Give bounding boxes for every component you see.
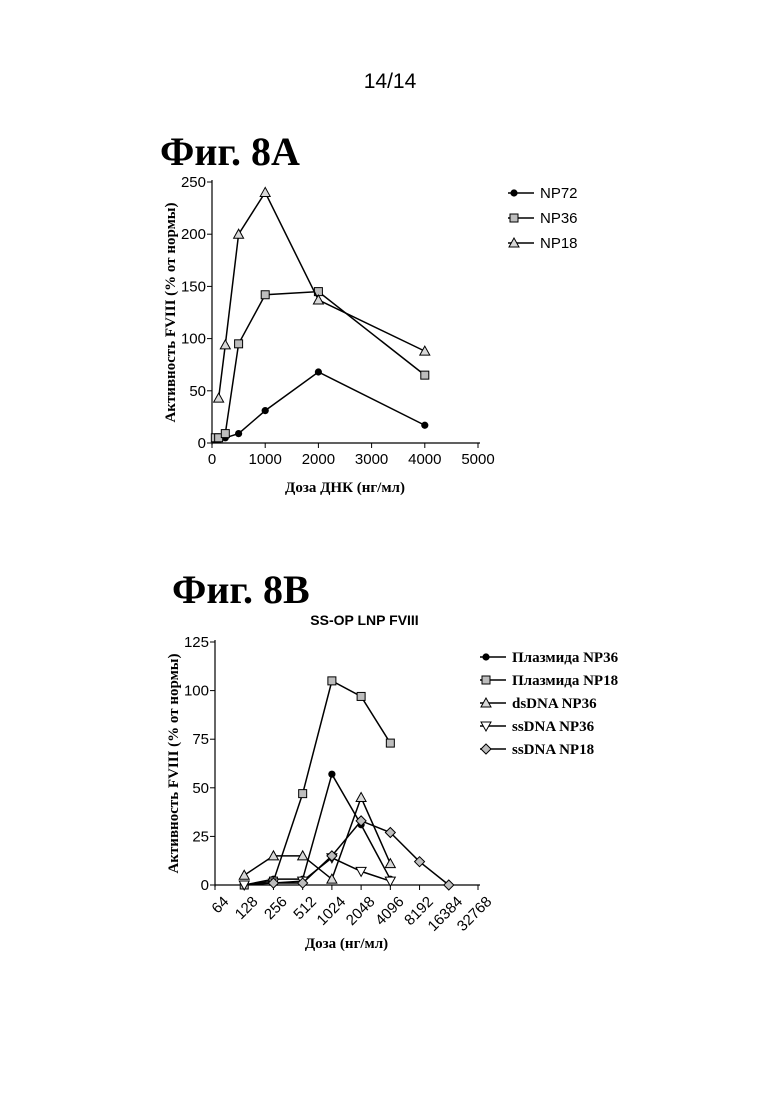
y-tick-label: 0 — [201, 877, 209, 894]
legend-label: Плазмида NP18 — [512, 673, 618, 689]
data-point-3 — [214, 393, 224, 402]
x-tick-label: 2000 — [302, 451, 335, 468]
data-point-2 — [386, 739, 394, 747]
data-point-2 — [421, 371, 429, 379]
legend-marker — [482, 653, 489, 660]
x-tick-label: 0 — [208, 451, 216, 468]
x-tick-label: 4096 — [372, 893, 408, 929]
x-tick-label: 128 — [232, 893, 262, 923]
data-point-1 — [235, 430, 242, 437]
x-tick-label: 1024 — [314, 893, 350, 929]
y-tick-label: 250 — [181, 174, 206, 191]
chart-8b: 0255075100125641282565121024204840968192… — [166, 612, 619, 952]
y-tick-label: 150 — [181, 278, 206, 295]
series-line-2 — [215, 292, 424, 438]
y-tick-label: 50 — [192, 780, 209, 797]
x-axis-label: Доза (нг/мл) — [305, 936, 388, 952]
legend-label: NP72 — [540, 185, 578, 202]
data-point-3 — [313, 295, 323, 304]
data-point-2 — [328, 677, 336, 685]
x-tick-label: 1000 — [249, 451, 282, 468]
legend-label: Плазмида NP36 — [512, 650, 619, 666]
legend-label: NP36 — [540, 210, 578, 227]
data-point-1 — [421, 422, 428, 429]
data-point-3 — [239, 870, 249, 879]
y-tick-label: 200 — [181, 226, 206, 243]
x-axis-label: Доза ДНК (нг/мл) — [285, 480, 405, 496]
data-point-2 — [221, 430, 229, 438]
legend-label: dsDNA NP36 — [512, 696, 597, 712]
legend-label: ssDNA NP18 — [512, 742, 594, 758]
y-tick-label: 50 — [189, 383, 206, 400]
y-tick-label: 125 — [184, 634, 209, 651]
series-line-2 — [244, 681, 390, 885]
data-point-3 — [234, 229, 244, 238]
x-tick-label: 2048 — [343, 893, 379, 929]
x-tick-label: 64 — [208, 893, 232, 917]
data-point-1 — [328, 771, 335, 778]
legend-label: NP18 — [540, 235, 578, 252]
legend-marker — [481, 744, 491, 754]
y-tick-label: 100 — [181, 331, 206, 348]
data-point-3 — [385, 859, 395, 868]
data-point-2 — [299, 790, 307, 798]
y-axis-label: Активность FVIII (% от нормы) — [163, 202, 179, 422]
y-tick-label: 75 — [192, 731, 209, 748]
legend-marker — [510, 214, 518, 222]
data-point-3 — [260, 187, 270, 196]
x-tick-label: 3000 — [355, 451, 388, 468]
data-point-1 — [262, 407, 269, 414]
data-point-3 — [220, 340, 230, 349]
data-point-2 — [357, 692, 365, 700]
series-line-1 — [215, 372, 424, 440]
x-tick-label: 5000 — [461, 451, 494, 468]
y-tick-label: 0 — [198, 435, 206, 452]
chart-8a: 0 50 100 150 200 250 0 1000 2000 3000 4000 5000 Доза… — [163, 174, 578, 496]
chart-title: SS-OP LNP FVIII — [310, 612, 418, 628]
data-point-3 — [420, 346, 430, 355]
legend-marker — [482, 676, 490, 684]
data-point-2 — [261, 291, 269, 299]
y-tick-label: 100 — [184, 683, 209, 700]
legend-marker — [510, 189, 517, 196]
y-axis-label: Активность FVIII (% от нормы) — [166, 653, 182, 873]
data-point-3 — [356, 793, 366, 802]
y-tick-label: 25 — [192, 828, 209, 845]
legend-label: ssDNA NP36 — [512, 719, 595, 735]
x-tick-label: 4000 — [408, 451, 441, 468]
x-tick-label: 256 — [261, 893, 291, 923]
data-point-1 — [315, 368, 322, 375]
data-point-2 — [235, 340, 243, 348]
